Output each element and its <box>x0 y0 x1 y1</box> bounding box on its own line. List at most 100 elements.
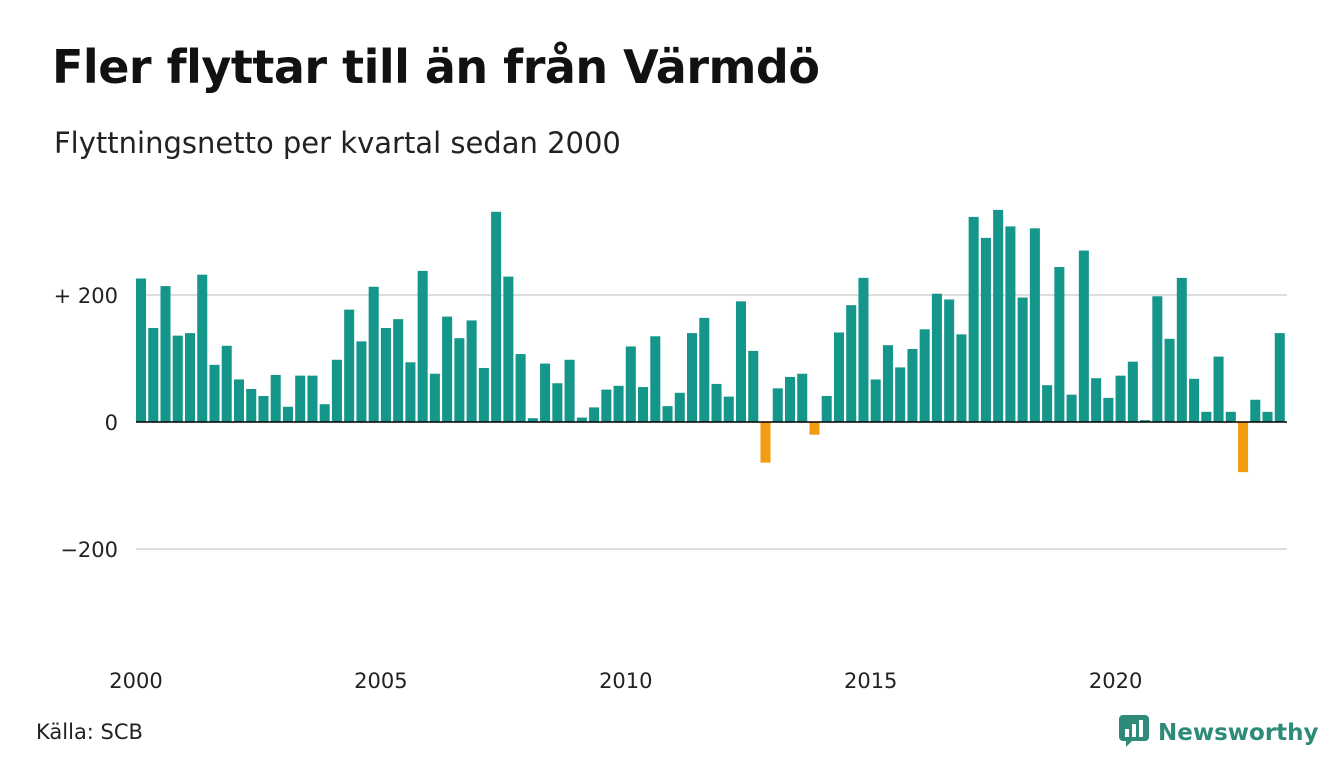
bar[interactable] <box>270 375 281 422</box>
bar[interactable] <box>331 359 342 422</box>
bar[interactable] <box>760 422 771 463</box>
bar[interactable] <box>540 363 551 422</box>
bar[interactable] <box>160 286 171 422</box>
bar[interactable] <box>601 389 612 422</box>
bar[interactable] <box>356 341 367 422</box>
bar[interactable] <box>833 332 844 422</box>
bar[interactable] <box>344 309 355 422</box>
bar[interactable] <box>821 395 832 422</box>
bar[interactable] <box>662 406 673 423</box>
bar[interactable] <box>650 336 661 422</box>
bar[interactable] <box>221 345 232 422</box>
bar[interactable] <box>735 301 747 422</box>
bar[interactable] <box>613 385 624 423</box>
bar[interactable] <box>1103 397 1114 422</box>
bar[interactable] <box>319 404 330 422</box>
bar[interactable] <box>980 237 991 422</box>
bar[interactable] <box>429 373 440 422</box>
bar[interactable] <box>797 373 808 422</box>
bar[interactable] <box>907 348 918 423</box>
bar[interactable] <box>625 346 636 422</box>
bar[interactable] <box>882 345 893 422</box>
brand-name: Newsworthy <box>1158 720 1319 746</box>
bar[interactable] <box>564 359 575 422</box>
bar[interactable] <box>233 379 244 422</box>
bar[interactable] <box>442 316 453 422</box>
bar[interactable] <box>1201 411 1212 422</box>
bar[interactable] <box>368 286 379 422</box>
bar[interactable] <box>380 328 391 422</box>
bar[interactable] <box>307 375 318 422</box>
bar[interactable] <box>1017 297 1028 422</box>
bar[interactable] <box>246 388 257 422</box>
bar[interactable] <box>1140 420 1151 423</box>
bar[interactable] <box>1238 422 1249 473</box>
bar[interactable] <box>1250 399 1261 422</box>
brand-logo[interactable]: Newsworthy <box>1118 714 1319 752</box>
bar[interactable] <box>527 418 538 422</box>
bar[interactable] <box>1225 411 1236 422</box>
bar[interactable] <box>711 383 722 422</box>
bar[interactable] <box>993 209 1004 422</box>
x-tick-label: 2000 <box>109 669 162 693</box>
bar[interactable] <box>1274 333 1285 422</box>
bar[interactable] <box>295 375 306 422</box>
bar[interactable] <box>515 354 526 423</box>
y-tick-label: −200 <box>60 538 118 562</box>
bar[interactable] <box>393 319 404 422</box>
bar[interactable] <box>184 333 196 422</box>
bar[interactable] <box>405 362 416 422</box>
x-tick-label: 2020 <box>1089 669 1142 693</box>
bar[interactable] <box>466 320 477 422</box>
bar[interactable] <box>282 406 293 422</box>
bar[interactable] <box>209 364 220 422</box>
bar[interactable] <box>172 335 183 422</box>
bar[interactable] <box>784 376 796 423</box>
bar[interactable] <box>136 278 147 422</box>
bar[interactable] <box>503 276 514 422</box>
bar[interactable] <box>1005 226 1016 422</box>
bar[interactable] <box>699 317 710 422</box>
bar[interactable] <box>1042 385 1053 422</box>
bar[interactable] <box>1189 378 1200 422</box>
x-tick-label: 2015 <box>844 669 897 693</box>
bar[interactable] <box>589 407 600 422</box>
bar[interactable] <box>858 277 869 423</box>
bar[interactable] <box>1078 250 1089 422</box>
bar[interactable] <box>1029 228 1040 422</box>
bar[interactable] <box>772 388 783 423</box>
bar[interactable] <box>552 383 563 422</box>
bar[interactable] <box>968 216 979 422</box>
bar[interactable] <box>956 334 967 422</box>
bar[interactable] <box>1066 394 1077 422</box>
bar[interactable] <box>1164 338 1175 422</box>
bar[interactable] <box>1213 356 1224 423</box>
bar[interactable] <box>576 417 587 423</box>
bar[interactable] <box>1127 361 1138 423</box>
bar[interactable] <box>478 368 489 422</box>
bar[interactable] <box>197 274 208 422</box>
bar[interactable] <box>1054 267 1065 422</box>
bar[interactable] <box>846 305 857 422</box>
bar[interactable] <box>638 387 649 422</box>
bar[interactable] <box>1176 277 1187 423</box>
bar[interactable] <box>417 270 428 422</box>
bar[interactable] <box>809 422 820 435</box>
bar[interactable] <box>1091 378 1102 422</box>
bar[interactable] <box>674 392 685 422</box>
bar[interactable] <box>723 396 734 422</box>
bar[interactable] <box>870 379 881 422</box>
bar[interactable] <box>919 329 930 422</box>
bar[interactable] <box>1262 411 1273 422</box>
bar[interactable] <box>748 350 759 422</box>
bar[interactable] <box>258 395 269 422</box>
bar[interactable] <box>1115 375 1126 422</box>
bar[interactable] <box>931 293 942 422</box>
bar[interactable] <box>1152 296 1163 422</box>
bar[interactable] <box>491 211 502 422</box>
bar[interactable] <box>687 333 698 422</box>
bar[interactable] <box>895 367 906 422</box>
bar[interactable] <box>944 299 955 422</box>
bar[interactable] <box>454 338 465 422</box>
bar[interactable] <box>148 328 159 422</box>
